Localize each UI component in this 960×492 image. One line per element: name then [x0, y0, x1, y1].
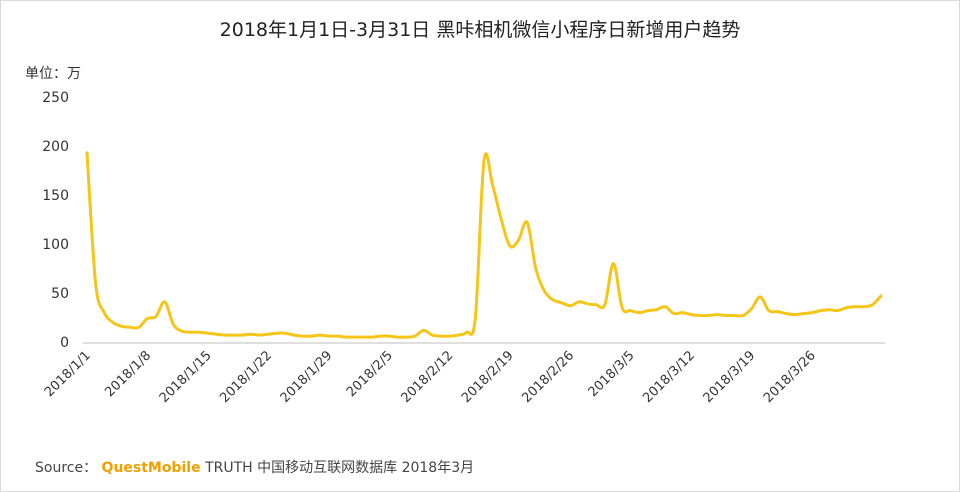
source-label: Source：	[35, 460, 98, 476]
y-tick-label: 50	[51, 286, 69, 302]
x-tick-label: 2018/1/8	[102, 348, 154, 400]
source-note: Source： QuestMobile TRUTH 中国移动互联网数据库 201…	[35, 457, 474, 477]
y-tick-label: 150	[42, 188, 69, 204]
x-tick-label: 2018/2/26	[519, 348, 577, 406]
y-tick-label: 250	[42, 90, 69, 106]
x-tick-label: 2018/1/22	[217, 348, 275, 406]
chart-title: 2018年1月1日-3月31日 黑咔相机微信小程序日新增用户趋势	[219, 19, 741, 41]
y-tick-label: 200	[42, 139, 69, 155]
x-tick-label: 2018/2/19	[459, 348, 517, 406]
x-tick-label: 2018/2/12	[399, 348, 457, 406]
x-tick-label: 2018/1/15	[157, 348, 215, 406]
y-axis-unit-label: 单位：万	[25, 66, 81, 82]
series-line	[85, 151, 883, 339]
x-tick-label: 2018/1/29	[278, 348, 336, 406]
source-brand: QuestMobile	[101, 460, 201, 476]
x-tick-label: 2018/3/5	[586, 348, 638, 400]
y-tick-label: 100	[42, 237, 69, 253]
y-tick-label: 0	[60, 335, 69, 351]
x-tick-label: 2018/2/5	[344, 348, 396, 400]
x-tick-label: 2018/1/1	[42, 348, 94, 400]
source-text: TRUTH 中国移动互联网数据库 2018年3月	[205, 460, 475, 476]
x-tick-label: 2018/3/19	[701, 348, 759, 406]
y-axis-ticks: 0 50 100 150 200 250	[42, 90, 69, 351]
x-tick-label: 2018/3/26	[761, 348, 819, 406]
line-chart: 0 50 100 150 200 250 2018/1/1 2018/1/8 2018/1/1…	[42, 90, 885, 406]
x-tick-label: 2018/3/12	[640, 348, 698, 406]
x-axis-ticks: 2018/1/1 2018/1/8 2018/1/15 2018/1/22 2018/1…	[42, 348, 819, 406]
